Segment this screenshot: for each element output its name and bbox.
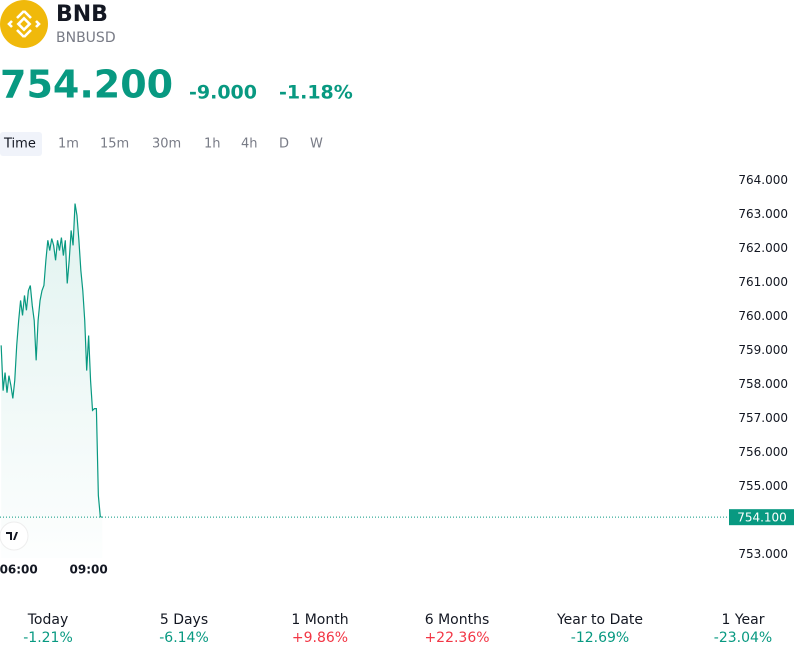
period-change: -23.04% bbox=[714, 630, 772, 646]
area bbox=[1, 203, 103, 558]
last-price-box bbox=[729, 509, 794, 526]
y-tick-label: 759.000 bbox=[738, 343, 788, 357]
period-change: -12.69% bbox=[571, 630, 629, 646]
tab-bg bbox=[0, 132, 42, 156]
y-tick-label: 756.000 bbox=[738, 445, 788, 459]
change-percent: -1.18% bbox=[279, 82, 353, 104]
interval-tab[interactable]: 4h bbox=[241, 137, 258, 152]
y-tick-label: 762.000 bbox=[738, 241, 788, 255]
y-tick-label: 760.000 bbox=[738, 309, 788, 323]
x-tick-label: 09:00 bbox=[70, 563, 108, 577]
plot bbox=[0, 203, 730, 558]
periods: Today -1.21% 5 Days -6.14% 1 Month +9.86% 6 Mo… bbox=[23, 612, 772, 646]
y-tick-label: 753.000 bbox=[738, 547, 788, 561]
price-line bbox=[0, 203, 103, 518]
change: -9.000 bbox=[189, 82, 257, 104]
period-label[interactable]: 1 Year bbox=[722, 612, 765, 628]
bnb-logo bbox=[0, 0, 48, 48]
tv-logo bbox=[0, 521, 29, 551]
y-tick-label: 757.000 bbox=[738, 411, 788, 425]
symbol: BNB bbox=[56, 2, 108, 27]
period-label[interactable]: 6 Months bbox=[425, 612, 490, 628]
y-tick-label: 764.000 bbox=[738, 173, 788, 187]
interval-tab[interactable]: 1h bbox=[204, 137, 221, 152]
period-label[interactable]: Today bbox=[27, 612, 69, 628]
period-label[interactable]: 1 Month bbox=[291, 612, 348, 628]
period-change: +22.36% bbox=[424, 630, 489, 646]
x-tick-label: 06:00 bbox=[0, 563, 38, 577]
interval-tab[interactable]: D bbox=[279, 137, 289, 152]
y-tick-label: 755.000 bbox=[738, 479, 788, 493]
period-change: -1.21% bbox=[23, 630, 73, 646]
y-tick-label: 758.000 bbox=[738, 377, 788, 391]
interval-tab[interactable]: 15m bbox=[100, 137, 129, 152]
interval-tab[interactable]: 30m bbox=[152, 137, 181, 152]
ticker: BNBUSD bbox=[56, 30, 116, 46]
interval-tab[interactable]: 1m bbox=[58, 137, 79, 152]
interval-tab[interactable]: W bbox=[310, 137, 323, 152]
period-change: +9.86% bbox=[292, 630, 348, 646]
period-label[interactable]: 5 Days bbox=[160, 612, 208, 628]
price: 754.200 bbox=[0, 63, 173, 107]
interval-tabs: Time 1m 15m 30m 1h 4h D W bbox=[0, 132, 323, 156]
y-tick-label: 761.000 bbox=[738, 275, 788, 289]
period-label[interactable]: Year to Date bbox=[556, 612, 643, 628]
interval-tab[interactable]: Time bbox=[3, 137, 36, 152]
axes: 753.000754.000755.000756.000757.000758.0… bbox=[0, 173, 794, 577]
period-change: -6.14% bbox=[159, 630, 209, 646]
last-price-label: 754.100 bbox=[737, 511, 787, 525]
y-tick-label: 763.000 bbox=[738, 207, 788, 221]
